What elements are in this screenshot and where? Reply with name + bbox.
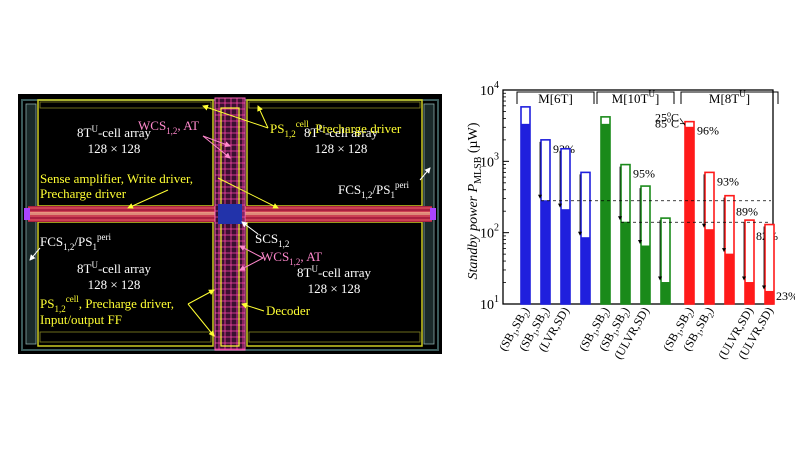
bar-25c	[560, 209, 571, 305]
reduction-arrowhead	[658, 276, 662, 281]
ps-bottom-arrow-1	[187, 289, 215, 305]
temp-25c-leader	[679, 118, 686, 126]
group-label: M[6T]	[538, 91, 573, 106]
bar-25c	[600, 123, 611, 305]
group-bracket	[516, 91, 595, 104]
bar-25c	[660, 282, 671, 305]
sense-amp-label-1: Sense amplifier, Write driver,	[40, 171, 193, 186]
reduction-arrowhead	[558, 203, 562, 208]
y-tick-label: 104	[480, 80, 499, 99]
array-size-bl: 128 × 128	[88, 277, 141, 292]
fcs-left-arrow	[29, 247, 41, 261]
bar-25c	[704, 229, 715, 305]
sense-arrow-2	[217, 177, 279, 209]
reduction-arrowhead	[722, 248, 726, 253]
right-rail	[423, 103, 435, 345]
bar-25c	[684, 126, 695, 305]
bar-25c	[764, 290, 775, 305]
reduction-arrowhead	[702, 223, 706, 228]
reduction-label: 93%	[717, 174, 739, 188]
array-size-tl: 128 × 128	[88, 141, 141, 156]
wcs-top-arrow-1	[202, 135, 231, 148]
group-label: M[10TU]	[612, 89, 660, 106]
y-tick-label: 102	[480, 223, 499, 242]
bar-25c	[724, 253, 735, 305]
x-tick-label: (SB1,SB2)	[596, 305, 634, 355]
x-tick-label: (SB1,SB2)	[660, 305, 698, 355]
reduction-arrowhead	[742, 276, 746, 281]
reduction-arrowhead	[638, 240, 642, 245]
y-tick-label: 103	[480, 151, 499, 170]
scs-arrow	[241, 221, 259, 235]
wcs-label-top: WCS1,2, AT	[138, 118, 199, 136]
array-title-bl: 8TU-cell array	[77, 260, 151, 276]
plot-frame	[502, 89, 774, 305]
left-rail	[25, 103, 37, 345]
array-strip-br	[248, 331, 421, 343]
fcs-right-arrow	[419, 167, 431, 181]
ps-label-bottom: PS1,2cell, Precharge driver,	[40, 294, 174, 314]
bar-25c	[620, 221, 631, 305]
array-strip-bl	[39, 331, 212, 343]
ps-top-arrow-2	[257, 105, 269, 129]
wcs-label-bottom: WCS1,2, AT	[261, 249, 322, 267]
x-tick-label: (SB1,SB2)	[680, 305, 718, 355]
array-strip-tr	[248, 101, 421, 109]
wcs-bottom-arrow-1	[239, 245, 264, 259]
fcs-label-left: FCS1,2/PS1peri	[40, 232, 111, 252]
x-tick-label: (SB1,SB2)	[576, 305, 614, 355]
ps-bottom-arrow-2	[187, 303, 215, 337]
layout-figure: 8TU-cell array 128 × 128 8TU-cell array …	[18, 94, 442, 354]
array-title-br: 8TU-cell array	[297, 264, 371, 280]
io-ff-label: Input/output FF	[40, 312, 122, 327]
scs-block	[218, 204, 242, 224]
group-bracket	[680, 91, 779, 104]
bar-25c	[640, 245, 651, 305]
x-tick-label: (SB1,SB2)	[516, 305, 554, 355]
bus-right-pad	[430, 208, 436, 220]
standby-power-chart: 101 102 103 104 Standby power PMLSB (µW) (SB1…	[455, 78, 798, 448]
scs-label: SCS1,2	[255, 231, 289, 249]
temp-85c-label: 85oC	[655, 116, 679, 131]
bar-25c	[520, 123, 531, 305]
group-label: M[8TU]	[709, 89, 750, 106]
array-title-tr: 8TU-cell array	[304, 124, 378, 140]
array-size-br: 128 × 128	[308, 281, 361, 296]
sense-arrow-1	[127, 189, 169, 209]
reduction-label: 96%	[697, 124, 719, 138]
decoder-box	[220, 107, 240, 347]
bar-25c	[580, 237, 591, 305]
bar-25c	[540, 200, 551, 305]
bar-25c	[744, 282, 755, 305]
y-tick-label: 101	[480, 294, 499, 313]
reduction-arrowhead	[762, 285, 766, 290]
layout-drawing: 8TU-cell array 128 × 128 8TU-cell array …	[21, 97, 439, 351]
group-bracket	[596, 91, 675, 104]
array-strip-tl	[39, 101, 212, 109]
chart-svg: 101 102 103 104 Standby power PMLSB (µW) (SB1…	[466, 80, 798, 362]
bus-left-pad	[24, 208, 30, 220]
reduction-label: 89%	[736, 205, 758, 219]
reduction-label: 23%	[776, 289, 795, 303]
decoder-label: Decoder	[266, 303, 311, 318]
wcs-bottom-arrow-2	[239, 257, 264, 271]
reduction-arrowhead	[618, 216, 622, 221]
decoder-arrow	[241, 302, 265, 312]
reduction-arrowhead	[538, 194, 542, 199]
ps-top-arrow-1	[202, 104, 269, 129]
array-title-tl: 8TU-cell array	[77, 124, 151, 140]
reduction-label: 95%	[633, 167, 655, 181]
temp-25c-label: 25oC	[655, 109, 679, 124]
wcs-top-arrow-2	[202, 135, 231, 159]
array-size-tr: 128 × 128	[315, 141, 368, 156]
x-tick-label: (SB1,SB2)	[496, 305, 534, 355]
fcs-label-right: FCS1,2/PS1peri	[338, 180, 409, 200]
reduction-arrowhead	[578, 231, 582, 236]
sense-amp-label-2: Precharge driver	[40, 186, 127, 201]
y-axis-label: Standby power PMLSB (µW)	[466, 122, 484, 279]
ps-label-top: PS1,2cell, Precharge driver	[270, 119, 402, 139]
